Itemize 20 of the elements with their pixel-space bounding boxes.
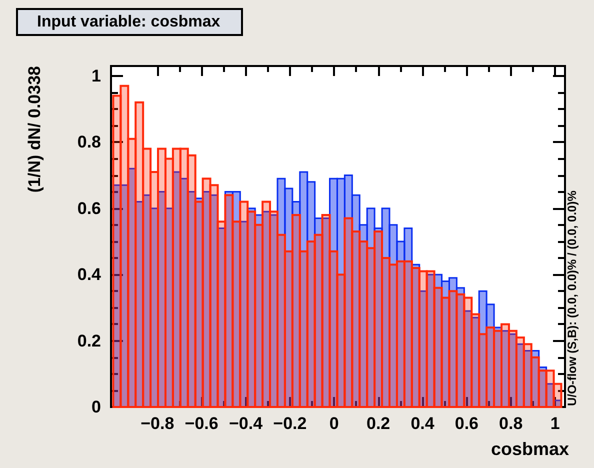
y-tick-label: 0.2: [77, 331, 101, 350]
chart-title: Input variable: cosbmax: [37, 14, 220, 30]
x-tick-label: 0.8: [499, 414, 523, 433]
y-tick-label: 0.4: [77, 265, 102, 284]
y-tick-label: 0: [92, 398, 101, 416]
x-tick-label: −0.6: [184, 414, 218, 433]
y-tick-label: 1: [92, 66, 101, 86]
x-tick-label: −0.2: [273, 414, 307, 433]
x-tick-label: 1: [550, 414, 560, 433]
x-tick-label: −0.8: [140, 414, 174, 433]
x-tick-label: −0.4: [228, 414, 264, 433]
x-tick-label: 0.4: [410, 414, 435, 433]
annotation: U/O-flow (S,B): (0.0, 0.0)% / (0.0, 0.0)%: [565, 190, 579, 406]
y-axis-title: (1/N) dN/ 0.0338: [25, 66, 44, 193]
y-tick-label: 0.6: [77, 198, 101, 218]
x-axis-title: cosbmax: [490, 439, 570, 459]
x-tick-label: 0.2: [366, 414, 390, 433]
x-tick-label: 0: [329, 414, 339, 433]
x-tick-label: 0.6: [454, 414, 479, 433]
y-tick-label: 0.8: [77, 132, 101, 152]
